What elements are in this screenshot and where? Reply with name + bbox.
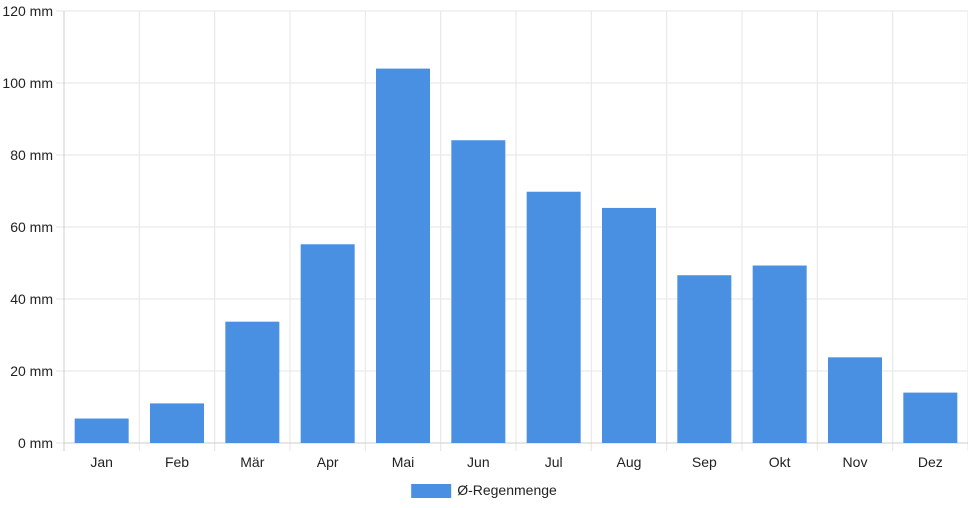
bar-Jun[interactable]: [451, 140, 506, 444]
x-tick-label: Feb: [165, 454, 189, 470]
x-tick-label: Sep: [692, 454, 717, 470]
grid: [56, 10, 968, 451]
x-tick-label: Apr: [317, 454, 339, 470]
bar-Jan[interactable]: [74, 418, 129, 443]
bar-Feb[interactable]: [150, 403, 204, 443]
y-tick-label: 80 mm: [10, 147, 53, 163]
x-tick-label: Dez: [918, 454, 943, 470]
x-tick-label: Jun: [467, 454, 490, 470]
bar-Apr[interactable]: [300, 244, 355, 443]
bar-Sep[interactable]: [677, 275, 732, 443]
y-tick-label: 100 mm: [2, 75, 53, 91]
x-tick-label: Jul: [545, 454, 563, 470]
legend-swatch: [411, 484, 452, 498]
legend[interactable]: Ø-Regenmenge: [411, 482, 557, 498]
bar-Jul[interactable]: [526, 191, 581, 443]
x-tick-label: Mai: [392, 454, 415, 470]
y-tick-label: 40 mm: [10, 291, 53, 307]
bars: [74, 68, 958, 444]
bar-Mai[interactable]: [376, 68, 430, 443]
y-tick-label: 20 mm: [10, 363, 53, 379]
y-tick-label: 120 mm: [2, 3, 53, 19]
x-tick-label: Jan: [90, 454, 113, 470]
y-tick-label: 0 mm: [18, 435, 53, 451]
y-axis-labels: 0 mm 20 mm 40 mm 60 mm 80 mm 100 mm 120 mm: [2, 3, 53, 451]
x-tick-label: Mär: [240, 454, 264, 470]
bar-Nov[interactable]: [828, 357, 882, 443]
bar-Dez[interactable]: [903, 392, 958, 443]
legend-label: Ø-Regenmenge: [457, 482, 557, 498]
bar-Okt[interactable]: [752, 265, 807, 443]
x-tick-label: Aug: [617, 454, 642, 470]
bar-Aug[interactable]: [602, 207, 656, 443]
y-tick-label: 60 mm: [10, 219, 53, 235]
x-tick-label: Okt: [769, 454, 791, 470]
x-tick-label: Nov: [843, 454, 868, 470]
bar-Mär[interactable]: [225, 321, 280, 443]
x-axis-labels: Jan Feb Mär Apr Mai Jun Jul Aug Sep Okt Nov Dez: [90, 454, 942, 470]
